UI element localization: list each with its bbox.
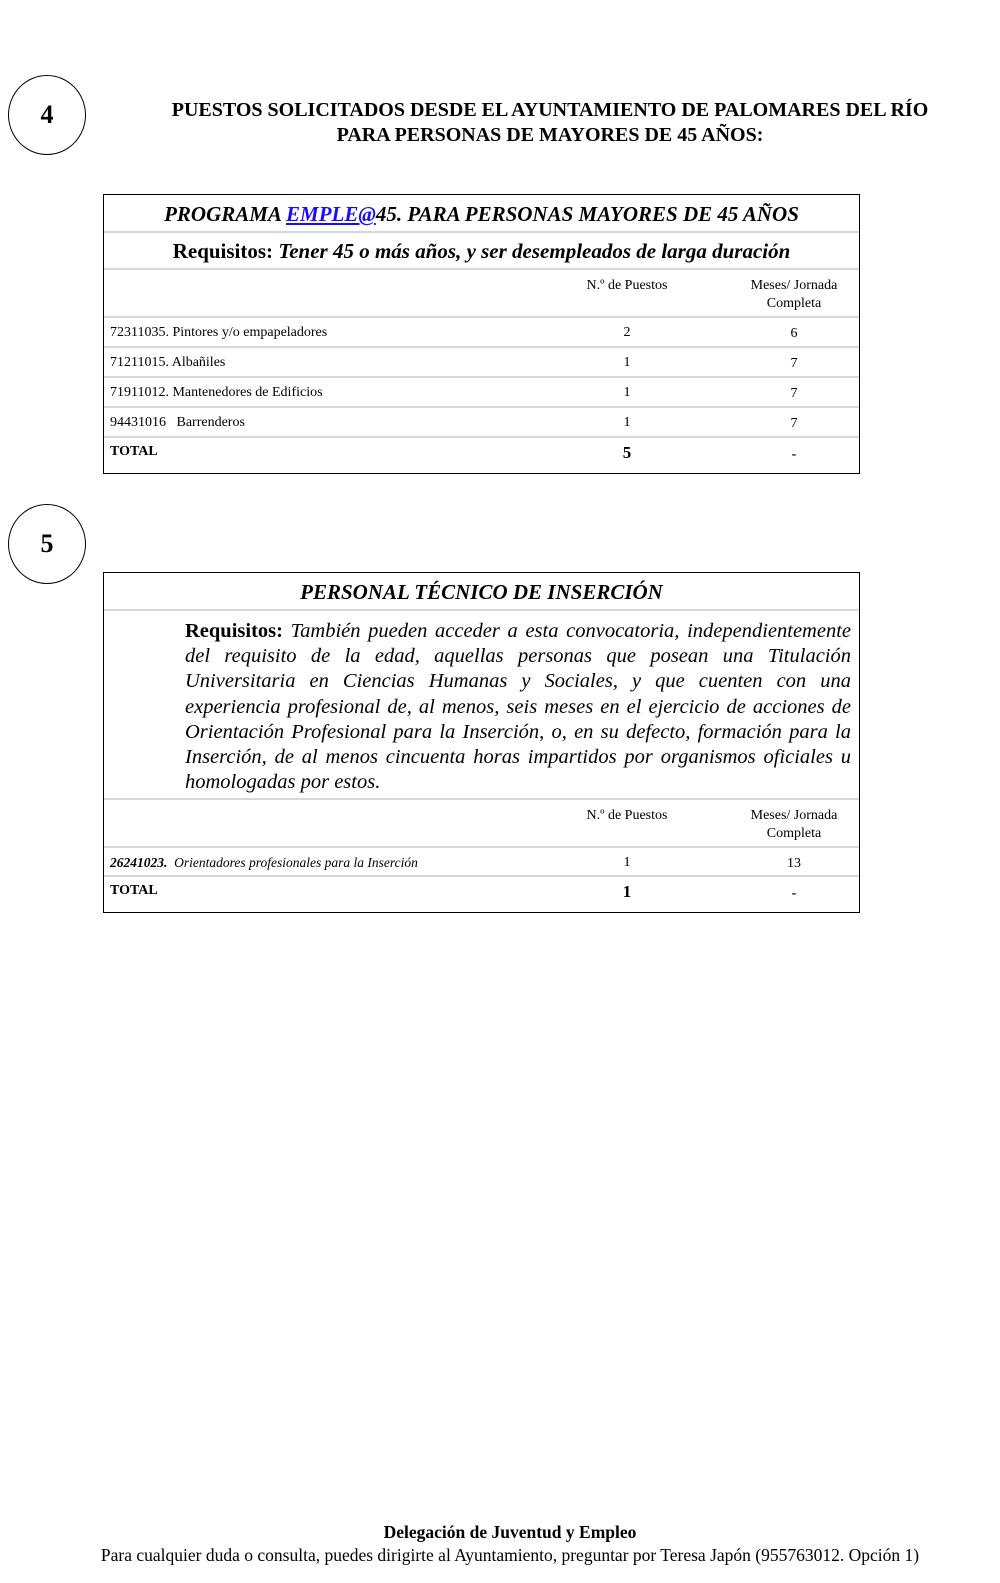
section-number-4: 4 — [8, 75, 86, 155]
puestos: 1 — [623, 415, 631, 430]
title-prefix: PROGRAMA — [164, 202, 287, 226]
req-label: Requisitos: — [172, 239, 274, 263]
total-label: TOTAL — [110, 444, 158, 459]
table-header: N.º de Puestos Meses/ Jornada Completa — [104, 270, 859, 318]
total-meses: - — [791, 447, 797, 462]
total-row: TOTAL 5 - — [104, 438, 859, 473]
footer-contact: Para cualquier duda o consulta, puedes d… — [100, 1545, 920, 1565]
col-puestos: N.º de Puestos — [586, 808, 668, 823]
emplea-link[interactable]: EMPLE@ — [286, 202, 376, 226]
table-row: 94431016 Barrenderos 1 7 — [104, 408, 859, 438]
total-meses: - — [791, 886, 797, 901]
job-title: Orientadores profesionales para la Inser… — [167, 855, 418, 870]
tecnico-insercion-table: PERSONAL TÉCNICO DE INSERCIÓN Requisitos… — [103, 572, 860, 913]
job: 71911012. Mantenedores de Edificios — [110, 385, 323, 400]
job: 94431016 Barrenderos — [110, 415, 245, 430]
req-text: Tener 45 o más años, y ser desempleados … — [273, 239, 791, 263]
table-row: 71911012. Mantenedores de Edificios 1 7 — [104, 378, 859, 408]
heading-line-1: PUESTOS SOLICITADOS DESDE EL AYUNTAMIENT… — [171, 99, 929, 121]
table-row: 71211015. Albañiles 1 7 — [104, 348, 859, 378]
meses: 6 — [790, 326, 798, 341]
table-row: 26241023. Orientadores profesionales par… — [104, 848, 859, 877]
req-text: También pueden acceder a esta convocator… — [185, 620, 851, 794]
meses: 13 — [787, 856, 801, 871]
table-title: PERSONAL TÉCNICO DE INSERCIÓN — [104, 573, 859, 611]
requirements: Requisitos: También pueden acceder a est… — [104, 611, 859, 800]
requirements: Requisitos: Tener 45 o más años, y ser d… — [104, 233, 859, 270]
puestos: 1 — [623, 855, 631, 870]
footer-department: Delegación de Juventud y Empleo — [383, 1522, 637, 1542]
total-puestos: 1 — [622, 882, 632, 901]
col-meses-1: Meses/ Jornada — [750, 278, 838, 293]
meses: 7 — [790, 386, 798, 401]
job-code: 26241023. — [110, 855, 168, 870]
table-header: N.º de Puestos Meses/ Jornada Completa — [104, 800, 859, 848]
col-meses: Meses/ Jornada Completa — [734, 807, 854, 843]
table-row: 72311035. Pintores y/o empapeladores 2 6 — [104, 318, 859, 348]
table-title: PROGRAMA EMPLE@45. PARA PERSONAS MAYORES… — [104, 195, 859, 233]
total-row: TOTAL 1 - — [104, 877, 859, 912]
col-meses-1: Meses/ Jornada — [750, 808, 838, 823]
emplea45-table: PROGRAMA EMPLE@45. PARA PERSONAS MAYORES… — [103, 194, 860, 474]
req-label: Requisitos: — [185, 620, 283, 642]
total-label: TOTAL — [110, 883, 158, 898]
col-meses: Meses/ Jornada Completa — [734, 277, 854, 313]
col-meses-2: Completa — [766, 826, 822, 841]
section-4-heading: PUESTOS SOLICITADOS DESDE EL AYUNTAMIENT… — [110, 98, 990, 148]
heading-line-2: PARA PERSONAS DE MAYORES DE 45 AÑOS: — [336, 124, 764, 146]
col-puestos: N.º de Puestos — [586, 278, 668, 293]
job: 72311035. Pintores y/o empapeladores — [110, 325, 328, 340]
title-suffix: 45. PARA PERSONAS MAYORES DE 45 AÑOS — [375, 202, 799, 226]
meses: 7 — [790, 416, 798, 431]
puestos: 1 — [623, 385, 631, 400]
meses: 7 — [790, 356, 798, 371]
puestos: 2 — [623, 325, 631, 340]
section-number-5: 5 — [8, 504, 86, 584]
job: 26241023. Orientadores profesionales par… — [110, 855, 418, 871]
job: 71211015. Albañiles — [110, 355, 226, 370]
col-meses-2: Completa — [766, 296, 822, 311]
total-puestos: 5 — [622, 443, 632, 462]
puestos: 1 — [623, 355, 631, 370]
